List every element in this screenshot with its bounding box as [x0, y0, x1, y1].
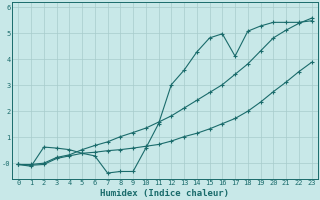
X-axis label: Humidex (Indice chaleur): Humidex (Indice chaleur) [100, 189, 229, 198]
